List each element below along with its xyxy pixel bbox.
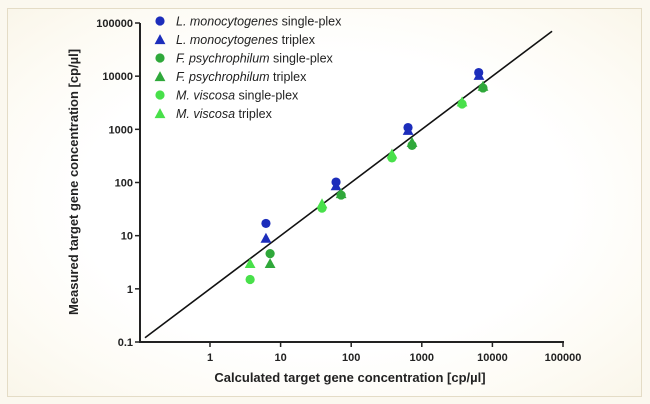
- circle-point: [245, 274, 255, 285]
- series-l-monocytogenes-single-plex: [261, 67, 484, 229]
- y-tick-label: 10000: [102, 71, 133, 83]
- x-tick-label: 1000: [410, 352, 434, 364]
- legend-label: L. monocytogenes single-plex: [176, 15, 342, 29]
- legend-circle-icon: [155, 16, 165, 26]
- identity-line-group: [144, 30, 553, 339]
- legend-label: F. psychrophilum triplex: [176, 70, 307, 84]
- y-axis-title: Measured target gene concentration [cp/µ…: [66, 49, 81, 315]
- series-m-viscosa-single-plex: [245, 99, 467, 285]
- triangle-point: [260, 232, 272, 243]
- circle-point: [261, 218, 271, 229]
- y-tick-label: 100000: [96, 18, 133, 30]
- series-m-viscosa-triplex: [244, 96, 468, 269]
- series-f-psychrophilum-triplex: [264, 80, 489, 269]
- data-points: [244, 67, 489, 285]
- circle-point: [474, 67, 484, 78]
- x-tick-label: 10000: [477, 352, 508, 364]
- legend-item: F. psychrophilum triplex: [154, 70, 307, 84]
- legend-item: L. monocytogenes triplex: [154, 33, 316, 47]
- y-tick-label: 0.1: [118, 337, 133, 349]
- circle-point: [265, 248, 275, 259]
- legend-circle-icon: [155, 53, 165, 63]
- y-ticks: 0.1 1 10 100 1000 10000 100000: [96, 18, 140, 349]
- legend-item: M. viscosa single-plex: [155, 89, 299, 103]
- legend-item: L. monocytogenes single-plex: [155, 15, 342, 29]
- x-axis-title: Calculated target gene concentration [cp…: [214, 370, 485, 385]
- series-f-psychrophilum-single-plex: [265, 83, 488, 259]
- legend-triangle-icon: [154, 71, 166, 82]
- legend-item: F. psychrophilum single-plex: [155, 52, 334, 66]
- legend: L. monocytogenes single-plex L. monocytog…: [154, 15, 342, 121]
- circle-point: [403, 122, 413, 133]
- circle-point: [457, 99, 467, 109]
- y-tick-label: 100: [115, 178, 133, 190]
- circle-point: [331, 177, 341, 187]
- x-tick-label: 100000: [545, 352, 582, 364]
- x-tick-label: 10: [274, 352, 286, 364]
- legend-item: M. viscosa triplex: [154, 107, 273, 121]
- circle-point: [336, 190, 346, 200]
- legend-triangle-icon: [154, 108, 166, 119]
- triangle-point: [244, 258, 256, 269]
- legend-label: L. monocytogenes triplex: [176, 33, 316, 47]
- y-tick-label: 10: [121, 231, 133, 243]
- y-tick-label: 1000: [109, 124, 133, 136]
- identity-line: [144, 30, 553, 339]
- legend-label: M. viscosa triplex: [176, 107, 273, 121]
- y-tick-label: 1: [127, 284, 133, 296]
- circle-point: [317, 203, 327, 213]
- circle-point: [407, 140, 417, 150]
- circle-point: [387, 153, 397, 163]
- x-tick-label: 100: [342, 352, 360, 364]
- triangle-point: [264, 258, 276, 269]
- legend-circle-icon: [155, 90, 165, 100]
- legend-triangle-icon: [154, 34, 166, 45]
- legend-label: F. psychrophilum single-plex: [176, 52, 334, 66]
- legend-label: M. viscosa single-plex: [176, 89, 299, 103]
- x-ticks: 1 10 100 1000 10000 100000: [207, 342, 581, 364]
- circle-point: [478, 83, 488, 93]
- x-tick-label: 1: [207, 352, 213, 364]
